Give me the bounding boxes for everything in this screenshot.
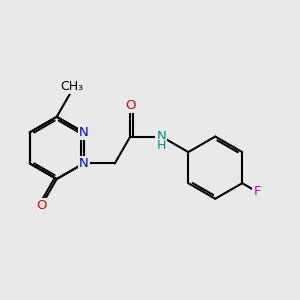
Text: F: F — [253, 185, 261, 198]
Text: O: O — [125, 99, 136, 112]
Text: N: N — [79, 126, 88, 139]
Text: N: N — [157, 130, 166, 143]
Text: O: O — [36, 200, 46, 212]
Text: CH₃: CH₃ — [61, 80, 84, 94]
Text: H: H — [157, 139, 166, 152]
Text: N: N — [79, 157, 88, 170]
